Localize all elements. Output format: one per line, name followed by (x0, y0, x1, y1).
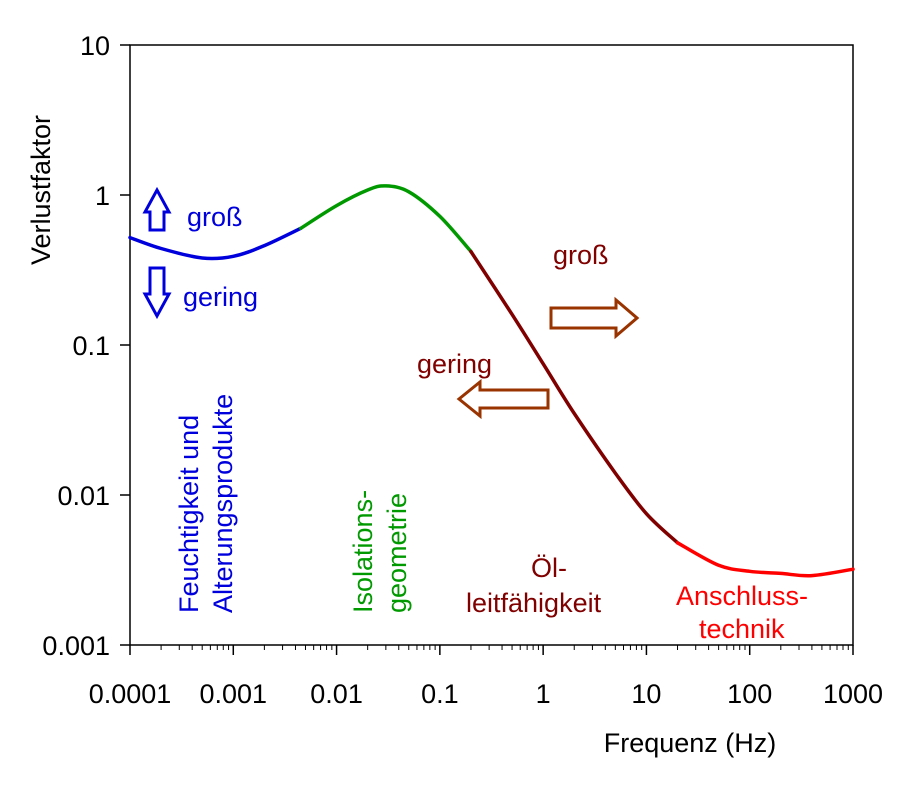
y-tick-label: 1 (95, 181, 110, 211)
y-tick-label: 10 (80, 31, 110, 61)
series-line (469, 249, 680, 545)
series-line (675, 541, 855, 578)
x-tick-label: 1000 (823, 679, 883, 709)
x-tick-label: 0.0001 (89, 679, 172, 709)
left-arrow-icon (456, 378, 550, 420)
up-arrow-icon (142, 186, 172, 232)
isolation-label-line1: Isolations- (348, 490, 378, 613)
plot-border (129, 44, 854, 646)
gering-right-label: gering (417, 349, 492, 379)
y-axis-title: Verlustfaktor (26, 115, 56, 265)
oel-label-line2: leitfähigkeit (466, 588, 602, 618)
plot-frame (129, 44, 854, 646)
feuchtigkeit-label-line1: Feuchtigkeit und (174, 415, 204, 613)
gross-right-label: groß (553, 240, 609, 270)
right-arrow-icon (549, 296, 640, 340)
x-tick-label: 0.1 (421, 679, 459, 709)
y-tick-label: 0.001 (42, 631, 110, 661)
series-line (128, 226, 303, 261)
x-tick-label: 100 (727, 679, 772, 709)
y-tick-label: 0.1 (72, 331, 110, 361)
x-axis-title: Frequenz (Hz) (604, 728, 777, 758)
anschluss-label-line1: Anschluss- (676, 581, 808, 611)
x-tick-label: 10 (631, 679, 661, 709)
x-tick-label: 1 (536, 679, 551, 709)
oel-label-line1: Öl- (531, 553, 567, 583)
x-tick-label: 0.001 (199, 679, 267, 709)
series-line (299, 184, 473, 254)
feuchtigkeit-label-line2: Alterungsprodukte (208, 394, 238, 613)
series-lines (128, 184, 855, 578)
gering-left-label: gering (183, 282, 258, 312)
down-arrow-icon (142, 266, 172, 320)
isolation-label-line2: geometrie (382, 493, 412, 613)
anschluss-label-line2: technik (699, 614, 785, 644)
gross-left-label: groß (187, 202, 243, 232)
x-tick-label: 0.01 (310, 679, 363, 709)
y-tick-label: 0.01 (57, 481, 110, 511)
axis-ticks: 0.0001 0.001 0.01 0.1 1 10 100 1000 0.001 0.01 0.1… (42, 31, 883, 709)
